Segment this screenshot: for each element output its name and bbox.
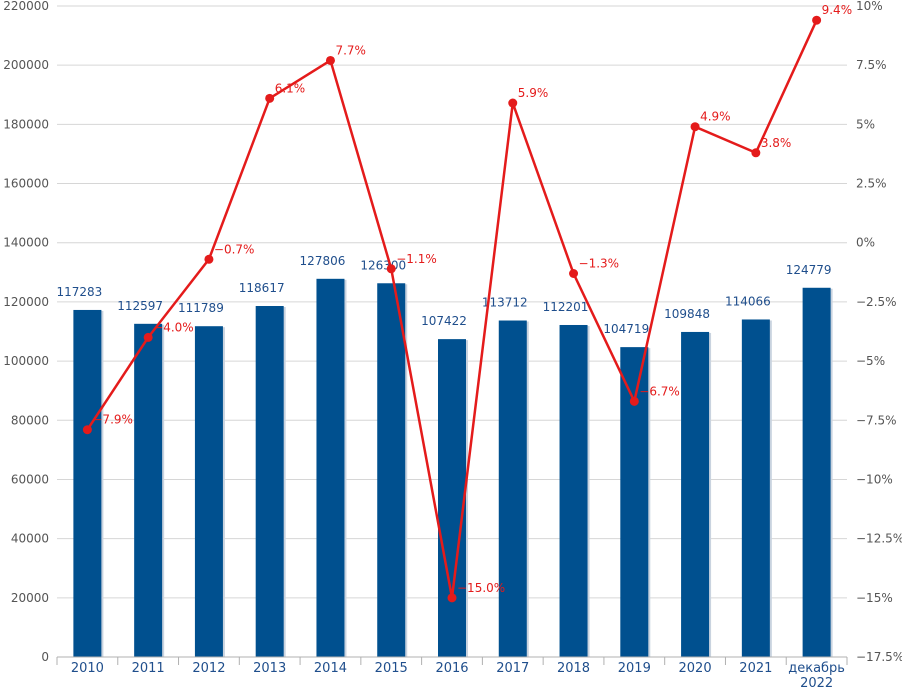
right-tick-label: −10% <box>856 472 893 486</box>
bar-value-label: 113712 <box>482 296 528 310</box>
bar-value-label: 118617 <box>239 281 285 295</box>
line-point <box>82 425 92 435</box>
right-tick-label: −2.5% <box>856 295 897 309</box>
bar-value-label: 107422 <box>421 314 467 328</box>
bar <box>73 309 102 657</box>
right-tick-label: −12.5% <box>856 532 902 546</box>
line-value-label: −7.9% <box>92 413 133 427</box>
right-tick-label: 0% <box>856 236 875 250</box>
line-point <box>690 122 700 132</box>
right-tick-label: −17.5% <box>856 650 902 664</box>
x-tick-label: 2017 <box>496 661 529 676</box>
left-axis-ticks: 0 20000 40000 60000 80000 100000 120000 140000 1… <box>3 0 49 664</box>
bar-value-label: 109848 <box>664 307 710 321</box>
bar-value-label: 111789 <box>178 301 224 315</box>
x-tick-label: 2016 <box>435 661 468 676</box>
right-tick-label: 5% <box>856 117 875 131</box>
bar <box>134 323 163 657</box>
line-value-label: 4.9% <box>700 110 731 124</box>
x-tick-label: 2010 <box>71 661 104 676</box>
bar <box>316 278 345 657</box>
bar <box>559 324 588 657</box>
right-axis-ticks: −17.5% −15% −12.5% −10% −7.5% −5% −2.5% 0% 2.5% 5… <box>856 0 902 664</box>
line-point <box>751 148 761 158</box>
bar-value-label: 112201 <box>543 300 589 314</box>
bar <box>377 283 406 657</box>
line-value-label: −1.3% <box>579 257 620 271</box>
line-point <box>447 593 457 603</box>
bar <box>741 319 770 657</box>
right-tick-label: 10% <box>856 0 883 13</box>
left-tick-label: 20000 <box>11 591 49 605</box>
left-tick-label: 100000 <box>3 354 49 368</box>
line-point <box>569 269 579 279</box>
bar <box>498 320 527 657</box>
line-point <box>325 55 335 65</box>
line-value-label: −15.0% <box>457 581 505 595</box>
right-tick-label: 7.5% <box>856 58 887 72</box>
left-tick-label: 120000 <box>3 295 49 309</box>
x-tick-label: 2021 <box>739 661 772 676</box>
left-tick-label: 220000 <box>3 0 49 13</box>
x-tick-label: 2013 <box>253 661 286 676</box>
bar <box>681 331 710 657</box>
x-tick-label: 2022 <box>800 676 833 689</box>
line-value-label: −4.0% <box>153 320 194 334</box>
line-value-labels: −7.9% −4.0% −0.7% 6.1% 7.7% −1.1% −15.0% 5.9% −1… <box>92 3 852 595</box>
line-value-label: −1.1% <box>396 252 437 266</box>
line-point <box>508 98 518 108</box>
left-tick-label: 40000 <box>11 532 49 546</box>
line-value-label: 5.9% <box>518 86 549 100</box>
left-tick-label: 180000 <box>3 117 49 131</box>
x-tick-label: 2019 <box>618 661 651 676</box>
right-tick-label: −15% <box>856 591 893 605</box>
bar-value-label: 104719 <box>603 322 649 336</box>
bar <box>438 339 466 657</box>
line-value-label: 7.7% <box>335 43 366 57</box>
bar-value-label: 117283 <box>56 285 102 299</box>
line-value-label: −0.7% <box>214 242 255 256</box>
left-tick-label: 80000 <box>11 413 49 427</box>
x-tick-label: декабрь <box>788 661 845 676</box>
bar <box>194 326 223 657</box>
bar-series <box>73 278 833 657</box>
x-tick-label: 2020 <box>679 661 712 676</box>
bar-value-label: 124779 <box>786 263 832 277</box>
line-point <box>812 15 822 25</box>
left-tick-label: 200000 <box>3 58 49 72</box>
line-value-label: 9.4% <box>822 3 853 17</box>
right-tick-label: 2.5% <box>856 177 887 191</box>
line-point <box>204 254 214 264</box>
x-tick-label: 2018 <box>557 661 590 676</box>
bar <box>255 306 284 657</box>
x-tick-label: 2014 <box>314 661 347 676</box>
left-tick-label: 0 <box>41 650 49 664</box>
x-tick-label: 2015 <box>375 661 408 676</box>
right-tick-label: −7.5% <box>856 413 897 427</box>
x-tick-label: 2012 <box>192 661 225 676</box>
left-tick-label: 160000 <box>3 177 49 191</box>
bar-value-label: 127806 <box>300 254 346 268</box>
left-tick-label: 140000 <box>3 236 49 250</box>
bar <box>802 287 831 657</box>
line-point <box>629 396 639 406</box>
x-tick-label: 2011 <box>132 661 165 676</box>
line-point <box>265 93 275 103</box>
left-tick-label: 60000 <box>11 472 49 486</box>
x-axis <box>56 656 848 665</box>
line-value-label: 6.1% <box>275 81 306 95</box>
line-series <box>82 15 822 603</box>
bar-value-label: 114066 <box>725 294 771 308</box>
bar-value-label: 112597 <box>117 299 163 313</box>
x-axis-ticks: 2010 2011 2012 2013 2014 2015 2016 2017 2018 2019… <box>71 661 845 689</box>
right-tick-label: −5% <box>856 354 885 368</box>
line-point <box>143 332 153 342</box>
line-point <box>386 264 396 274</box>
line-value-label: 3.8% <box>761 136 792 150</box>
line-value-label: −6.7% <box>639 384 680 398</box>
